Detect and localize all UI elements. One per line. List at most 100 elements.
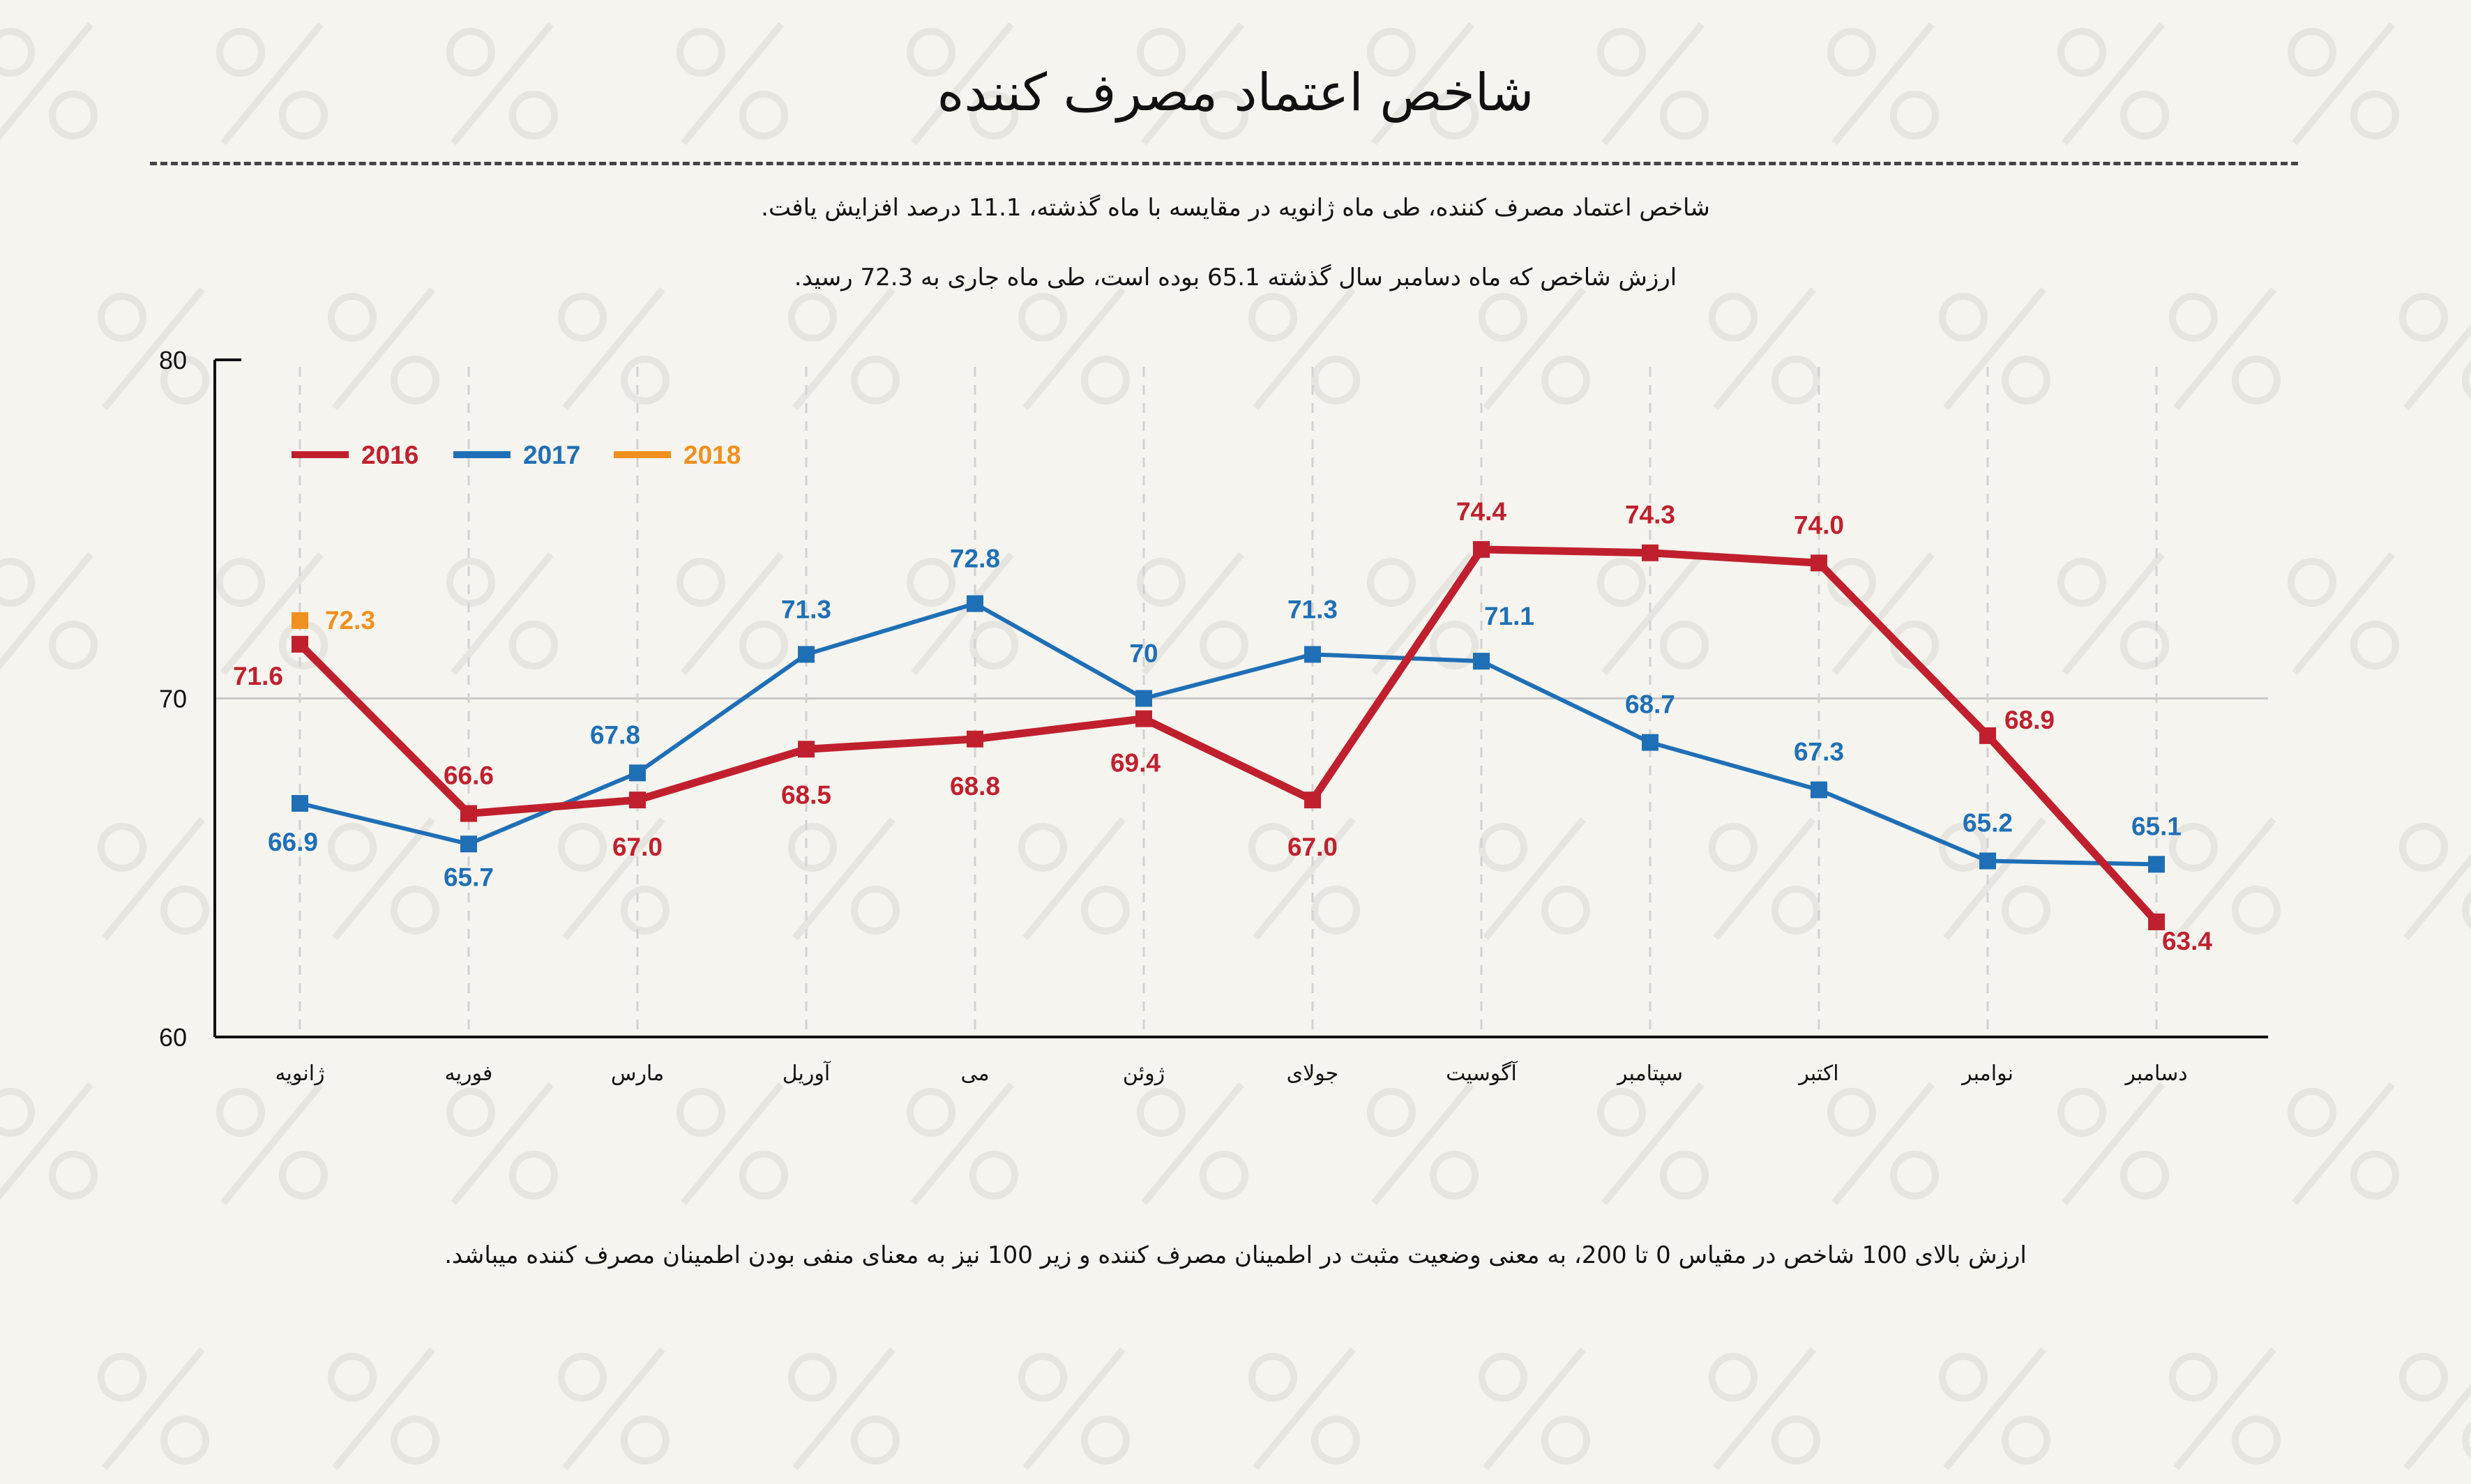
title-divider	[150, 162, 2298, 165]
x-tick-label: سپتامبر	[1616, 1061, 1683, 1086]
watermark-percent-icon	[328, 287, 439, 411]
subtitle-line-2: ارزش شاخص که ماه دسامبر سال گذشته 65.1 ب…	[794, 264, 1677, 292]
subtitle-line-1: شاخص اعتماد مصرف کننده، طی ماه ژانویه در…	[761, 194, 1710, 222]
watermark-percent-icon	[1367, 22, 1479, 146]
watermark-percent-icon	[1827, 1082, 1939, 1206]
data-label-2017: 70	[1129, 639, 1158, 668]
y-tick-label: 80	[159, 346, 187, 374]
watermark-percent-icon	[1367, 1082, 1479, 1206]
data-point-2016	[967, 730, 983, 748]
watermark-percent-icon	[98, 287, 209, 411]
watermark-percent-icon	[328, 817, 439, 941]
series-line-2017	[299, 601, 2157, 867]
watermark-percent-icon	[558, 287, 670, 411]
watermark-percent-icon	[1479, 1347, 1590, 1471]
data-label-2016: 67.0	[1287, 833, 1338, 861]
watermark-percent-icon	[907, 552, 1018, 676]
data-label-2017: 71.1	[1484, 602, 1534, 630]
watermark-percent-icon	[788, 817, 900, 941]
legend-label: 2017	[523, 441, 580, 469]
watermark-percent-icon	[446, 552, 558, 676]
series-2016	[292, 540, 2165, 930]
watermark-percent-icon	[677, 552, 788, 676]
watermark-percent-icon	[1248, 1347, 1360, 1471]
watermark-percent-icon	[0, 22, 98, 140]
data-point-2017	[967, 595, 983, 612]
watermark-percent-icon	[1939, 817, 2050, 941]
watermark-percent-icon	[0, 1082, 98, 1200]
watermark-percent-icon	[2399, 293, 2471, 411]
data-point-2017	[1304, 646, 1321, 663]
x-tick-label: آگوسیت	[1446, 1061, 1518, 1086]
data-label-2016: 66.6	[444, 762, 494, 790]
watermark-percent-icon	[1479, 287, 1590, 411]
data-point-2016	[2148, 913, 2165, 930]
series-line-2016	[297, 545, 2160, 925]
footnote: ارزش بالای 100 شاخص در مقیاس 0 تا 200، ب…	[444, 1241, 2027, 1269]
data-point-2017	[2148, 856, 2165, 873]
watermark-percent-icon	[1248, 287, 1360, 411]
data-label-2016: 67.0	[612, 833, 663, 861]
data-label-2017: 72.8	[950, 545, 1000, 573]
watermark-percent-icon	[1018, 287, 1130, 411]
watermark-percent-icon	[2169, 817, 2281, 941]
data-point-2017	[1811, 781, 1827, 798]
watermark-percent-icon	[1827, 22, 1939, 146]
data-label-2017: 66.9	[268, 828, 318, 856]
watermark-percent-icon	[1709, 817, 1820, 941]
series-2018	[292, 612, 308, 629]
watermark-percent-icon	[2288, 22, 2399, 146]
watermark-percent-icon	[907, 22, 1018, 146]
data-label-2017: 67.3	[1794, 738, 1844, 766]
data-label-2016: 68.8	[950, 772, 1000, 801]
data-label-2017: 71.3	[781, 595, 831, 623]
watermark-percent-icon	[2057, 552, 2169, 676]
data-point-2017	[1135, 690, 1152, 707]
data-point-2016	[460, 805, 477, 822]
chart-axes	[213, 358, 2268, 1038]
watermark-percent-icon	[1137, 22, 1248, 146]
data-label-2018: 72.3	[325, 606, 375, 635]
watermark-percent-icon	[2288, 1082, 2399, 1206]
watermark-percent-icon	[2399, 823, 2471, 941]
data-label-2016: 71.6	[233, 662, 283, 690]
legend-label: 2016	[361, 441, 418, 469]
watermark-percent-icon	[677, 22, 788, 146]
watermark-percent-icon	[1939, 287, 2050, 411]
watermark-percent-icon	[1248, 817, 1360, 941]
legend-item-2016: 2016	[292, 441, 418, 469]
watermark-percent-icon	[1939, 1347, 2050, 1471]
data-label-2016: 68.5	[781, 780, 831, 809]
data-labels: 71.6 66.6 67.0 68.5 68.8 69.4 67.0 74.4 74.3 74.0…	[233, 497, 2212, 955]
x-tick-label: دسامبر	[2124, 1061, 2187, 1086]
data-point-2016	[1811, 554, 1827, 572]
watermark-percent-icon	[1018, 817, 1130, 941]
data-point-2017	[460, 835, 477, 853]
watermark-percent-icon	[216, 552, 328, 676]
watermark-percent-icon	[216, 22, 328, 146]
watermark-percent-icon	[446, 22, 558, 146]
data-label-2017: 65.2	[1963, 809, 2013, 838]
watermark-percent-icon	[1709, 1347, 1820, 1471]
data-point-2017	[1979, 852, 1996, 870]
data-label-2017: 65.1	[2131, 812, 2182, 840]
watermark-percent-icon	[328, 1347, 439, 1471]
x-tick-label: ژانویه	[275, 1061, 324, 1086]
data-label-2017: 65.7	[444, 863, 494, 891]
data-label-2016: 63.4	[2162, 927, 2212, 955]
data-label-2017: 67.8	[590, 720, 640, 749]
watermark-percent-icon	[1367, 552, 1479, 676]
watermark-percent-icon	[1137, 552, 1248, 676]
data-label-2017: 68.7	[1625, 690, 1675, 719]
y-tick-label: 70	[159, 685, 187, 713]
y-tick-labels: 60 70 80	[159, 346, 187, 1052]
legend-label: 2018	[683, 441, 741, 469]
watermark-percent-icon	[2057, 22, 2169, 146]
data-point-2016	[292, 635, 308, 653]
data-label-2016: 68.9	[2004, 706, 2055, 734]
data-point-2016	[1135, 710, 1152, 727]
x-tick-label: نوامبر	[1960, 1061, 2013, 1086]
watermark-percent-icon	[98, 1347, 209, 1471]
watermark-percent-icon	[788, 1347, 900, 1471]
